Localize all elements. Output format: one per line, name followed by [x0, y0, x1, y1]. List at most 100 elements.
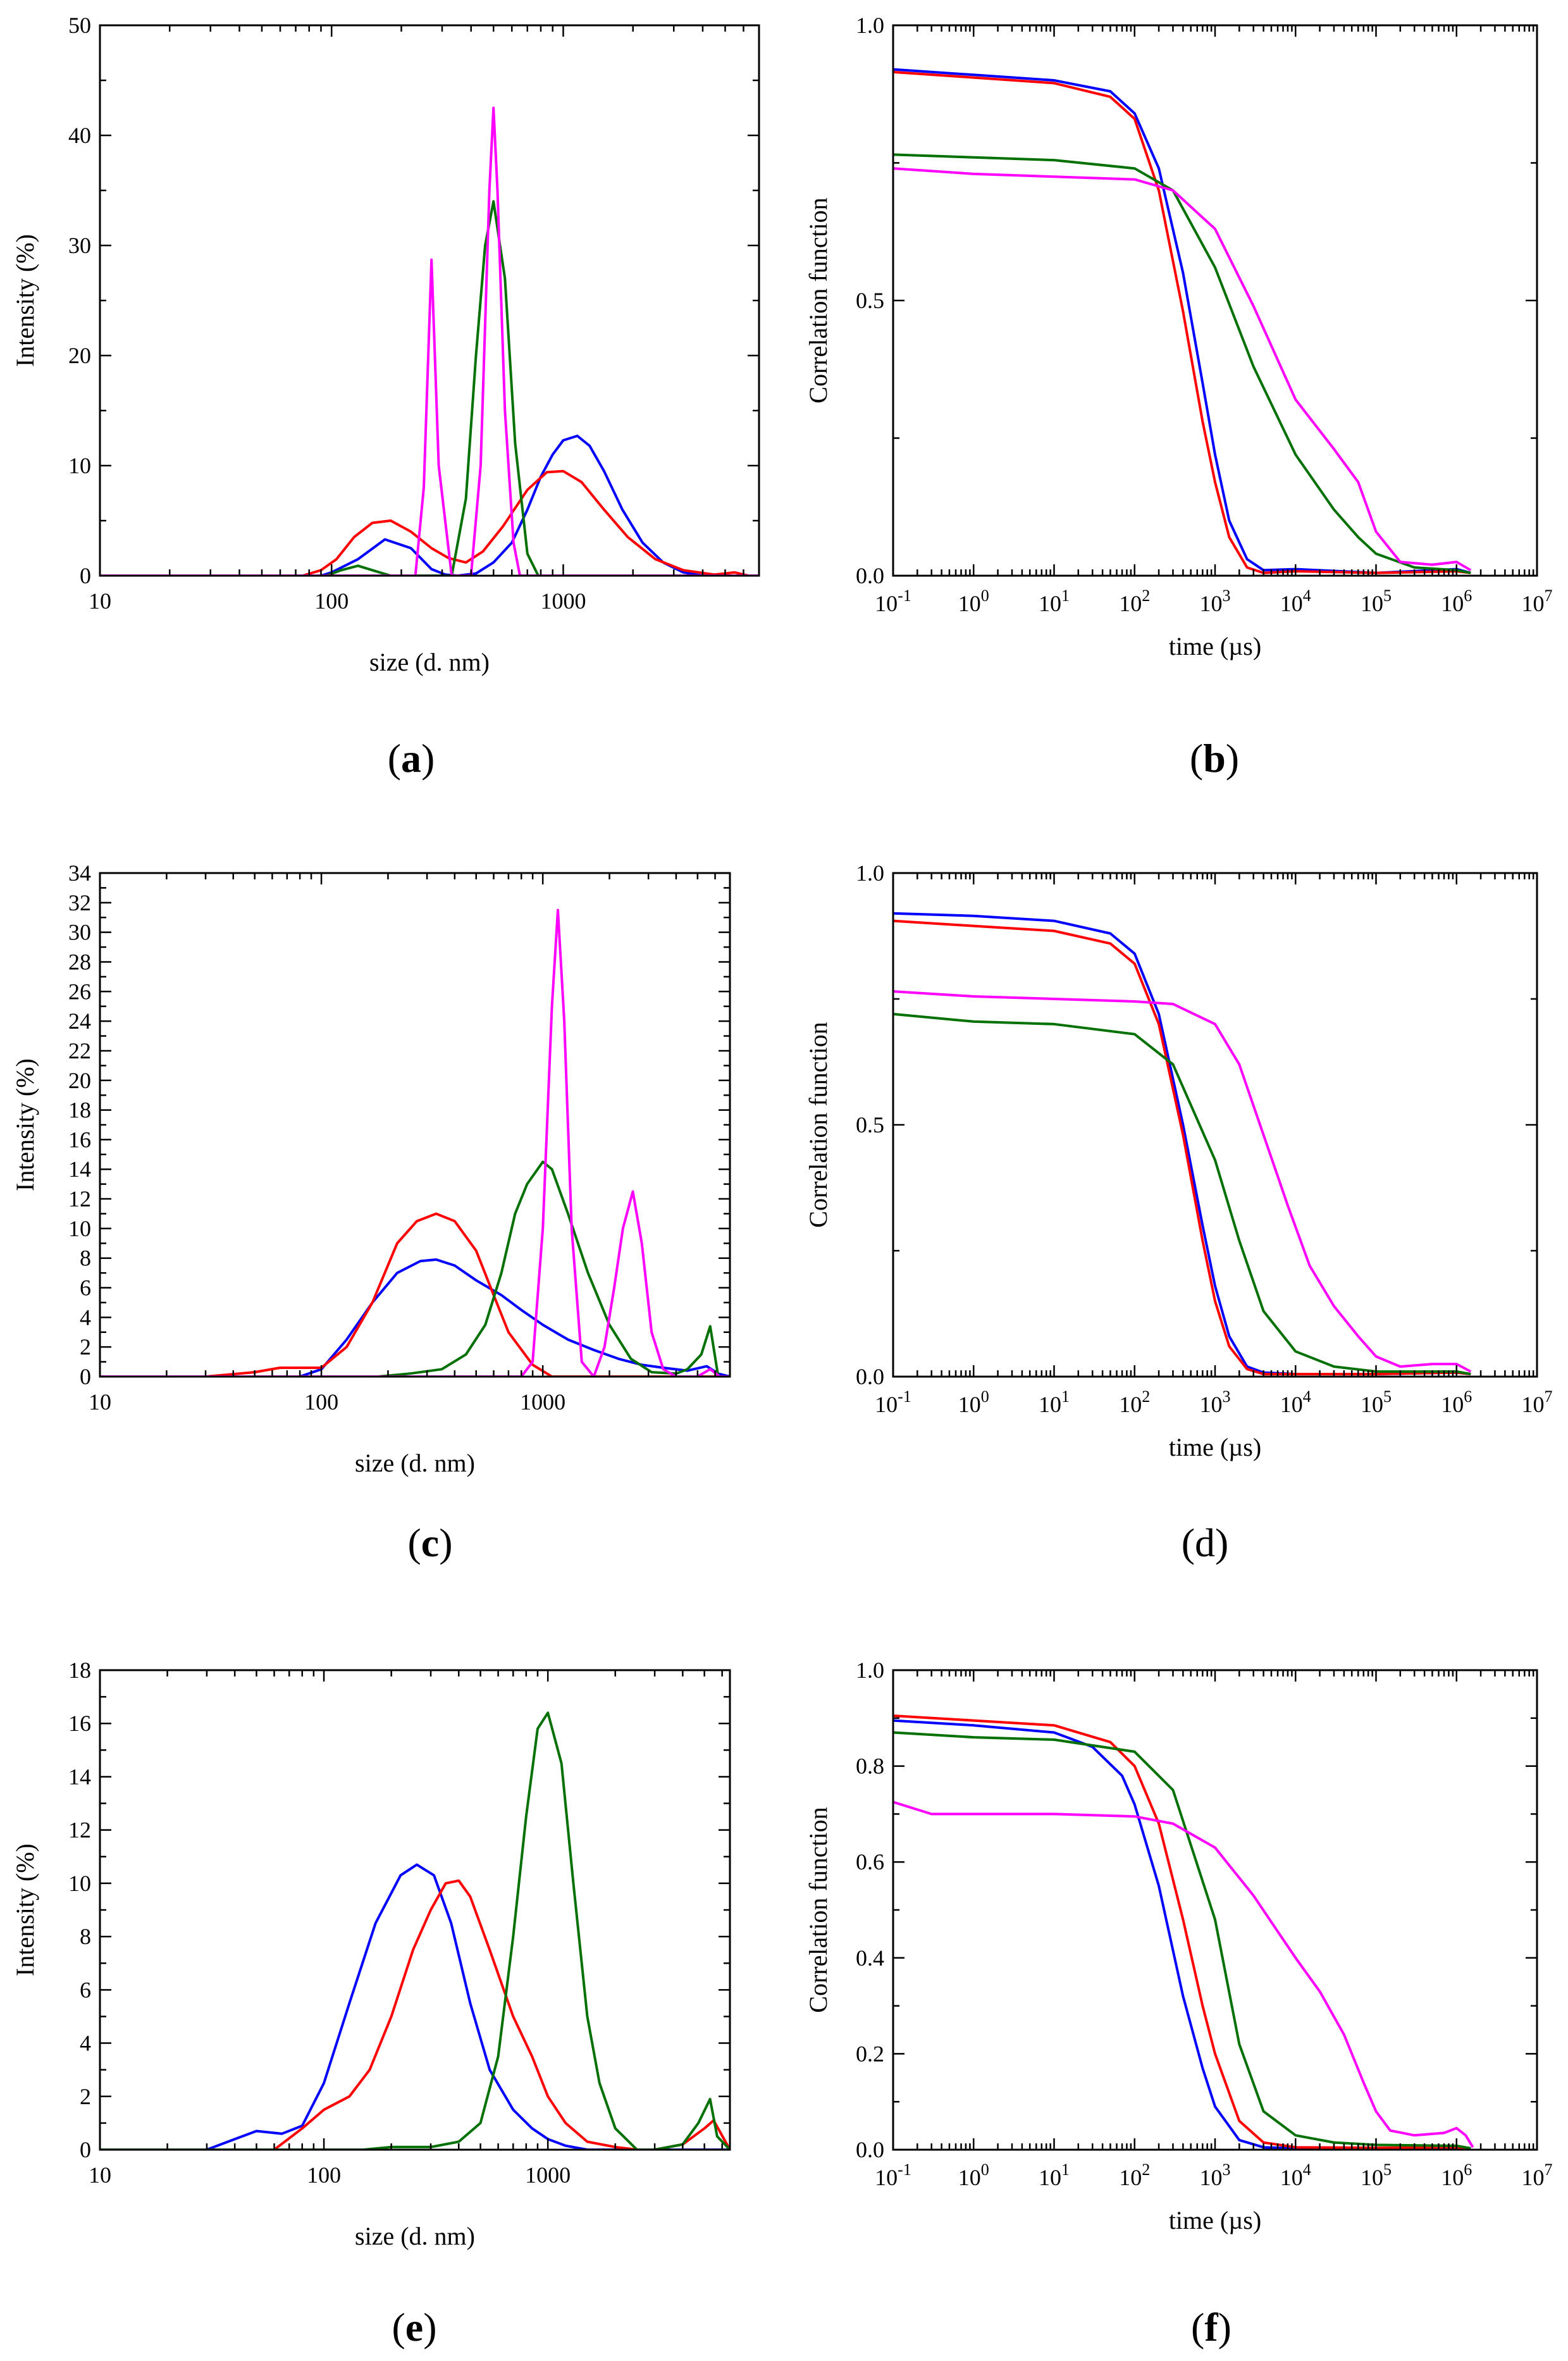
x-tick-label: 10 — [89, 1389, 111, 1415]
x-tick-label: 1000 — [520, 1389, 565, 1415]
x-tick-label: 105 — [1361, 2160, 1392, 2190]
y-tick-label: 2 — [80, 1334, 91, 1360]
series-line-red — [100, 1879, 730, 2150]
y-tick-label: 8 — [80, 1246, 91, 1271]
x-axis-title: size (d. nm) — [355, 1449, 475, 1477]
y-tick-label: 0 — [80, 563, 91, 588]
x-tick-label: 101 — [1039, 1387, 1070, 1417]
x-tick-label: 100 — [958, 1387, 989, 1417]
y-tick-label: 14 — [68, 1156, 91, 1182]
y-tick-label: 6 — [80, 1977, 91, 2002]
y-tick-label: 10 — [68, 453, 91, 478]
x-tick-label: 106 — [1441, 586, 1472, 616]
x-tick-label: 104 — [1280, 586, 1311, 616]
y-tick-label: 30 — [68, 920, 91, 945]
y-tick-label: 20 — [68, 1068, 91, 1093]
x-axis-title: size (d. nm) — [355, 2222, 475, 2250]
x-tick-label: 104 — [1280, 1387, 1311, 1417]
y-tick-label: 24 — [68, 1008, 91, 1034]
y-tick-label: 0 — [80, 1364, 91, 1389]
plot-frame — [892, 1669, 1538, 2151]
y-tick-label: 0.4 — [856, 1945, 884, 1971]
x-tick-label: 102 — [1119, 586, 1150, 616]
y-tick-label: 34 — [68, 860, 91, 886]
x-tick-label: 102 — [1119, 1387, 1150, 1417]
y-tick-label: 22 — [68, 1038, 91, 1063]
series-group — [100, 106, 759, 576]
series-line-red — [893, 70, 1471, 574]
y-tick-label: 16 — [68, 1127, 91, 1152]
y-tick-label: 0.0 — [856, 563, 884, 588]
x-tick-label: 103 — [1200, 2160, 1231, 2190]
y-tick-label: 0 — [80, 2137, 91, 2162]
y-tick-label: 4 — [80, 2031, 91, 2056]
y-axis-title: Correlation function — [804, 1022, 832, 1227]
series-line-green — [100, 1711, 730, 2150]
series-line-blue — [100, 435, 759, 576]
y-tick-label: 0.0 — [856, 2137, 884, 2162]
y-tick-label: 2 — [80, 2084, 91, 2109]
x-tick-label: 100 — [958, 2160, 989, 2190]
panel-label-b: (b) — [1190, 736, 1239, 781]
panel-label-a: (a) — [388, 736, 435, 781]
series-line-green — [893, 1731, 1471, 2150]
x-tick-label: 104 — [1280, 2160, 1311, 2190]
series-line-blue — [893, 912, 1471, 1375]
y-tick-label: 14 — [68, 1764, 91, 1789]
series-group — [893, 912, 1472, 1375]
panel-label-c: (c) — [407, 1520, 452, 1565]
y-axis-title: Correlation function — [804, 197, 832, 403]
y-tick-label: 0.6 — [856, 1849, 884, 1875]
x-tick-label: 10-1 — [875, 586, 911, 616]
x-tick-label: 100 — [958, 586, 989, 616]
y-tick-label: 8 — [80, 1924, 91, 1949]
series-line-green — [100, 1160, 730, 1377]
panel-f-correlation-function: 10-1 100 101 102 103 104 105 106 107 0.0 0.2 0.4 0.6… — [804, 1658, 1553, 2234]
series-line-red — [893, 1714, 1471, 2150]
series-group — [100, 908, 730, 1377]
y-tick-label: 30 — [68, 233, 91, 258]
series-group — [893, 1714, 1474, 2150]
x-tick-label: 106 — [1441, 1387, 1472, 1417]
series-line-blue — [893, 68, 1471, 574]
x-tick-label: 105 — [1361, 1387, 1392, 1417]
y-axis-title: Correlation function — [804, 1807, 832, 2012]
panel-label-f: (f) — [1191, 2305, 1232, 2350]
y-tick-label: 32 — [68, 890, 91, 915]
series-line-red — [100, 1212, 730, 1377]
x-tick-label: 101 — [1039, 586, 1070, 616]
x-tick-label: 107 — [1522, 2160, 1553, 2190]
x-axis-title: time (µs) — [1169, 632, 1261, 660]
y-axis-title: Intensity (%) — [11, 1844, 39, 1976]
series-line-green — [893, 1012, 1471, 1375]
y-tick-label: 10 — [68, 1216, 91, 1241]
y-tick-label: 1.0 — [856, 13, 884, 38]
x-tick-label: 100 — [304, 1389, 338, 1415]
plot-frame — [892, 24, 1538, 577]
series-line-green — [100, 200, 759, 576]
x-axis-title: size (d. nm) — [369, 648, 490, 676]
y-tick-label: 1.0 — [856, 1658, 884, 1683]
series-group — [893, 68, 1472, 574]
series-line-magenta — [100, 106, 759, 576]
y-tick-label: 4 — [80, 1304, 91, 1330]
y-tick-label: 0.5 — [856, 1112, 884, 1137]
x-tick-label: 10-1 — [875, 1387, 911, 1417]
x-tick-label: 100 — [314, 588, 349, 614]
y-tick-label: 50 — [68, 13, 91, 38]
y-tick-label: 10 — [68, 1871, 91, 1896]
y-tick-label: 16 — [68, 1711, 91, 1736]
series-line-blue — [893, 1719, 1471, 2150]
x-tick-label: 10 — [89, 2162, 111, 2188]
panel-b-correlation-function: 10-1 100 101 102 103 104 105 106 107 0.0 0.5 1.0 tim… — [804, 13, 1553, 660]
series-group — [100, 1711, 730, 2150]
series-line-blue — [100, 1863, 730, 2150]
y-tick-label: 26 — [68, 979, 91, 1004]
panel-label-e: (e) — [392, 2305, 436, 2350]
y-tick-label: 0.2 — [856, 2041, 884, 2066]
series-line-magenta — [893, 167, 1472, 572]
y-tick-label: 0.8 — [856, 1754, 884, 1779]
panel-d-correlation-function: 10-1 100 101 102 103 104 105 106 107 0.0 0.5 1.0 tim… — [804, 860, 1553, 1461]
x-tick-label: 107 — [1522, 586, 1553, 616]
